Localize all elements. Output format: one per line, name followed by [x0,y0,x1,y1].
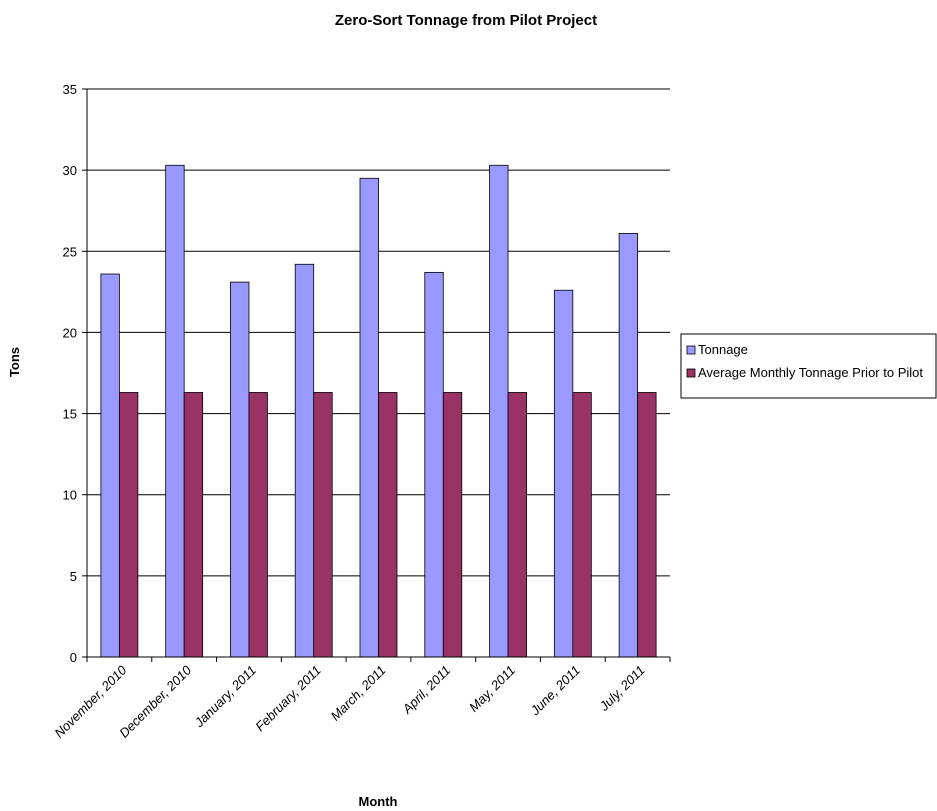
x-tick-label: January, 2011 [191,663,259,731]
y-tick-label: 5 [70,569,77,584]
y-tick-label: 15 [63,407,77,422]
bar-average-monthly-tonnage-prior-to-pilot-6 [507,392,527,658]
bar-tonnage-6 [489,164,509,658]
legend-box [680,333,937,399]
bar-tonnage-5 [424,271,444,658]
y-axis-title: Tons [7,347,22,377]
y-tick-label: 25 [63,244,77,259]
bar-average-monthly-tonnage-prior-to-pilot-8 [637,392,657,658]
bar-average-monthly-tonnage-prior-to-pilot-1 [183,392,204,658]
legend: Tonnage Average Monthly Tonnage Prior to … [680,333,937,399]
bar-average-monthly-tonnage-prior-to-pilot-0 [118,392,139,658]
x-tick-label: July, 2011 [596,663,648,715]
bar-tonnage-7 [553,289,574,658]
bar-tonnage-8 [618,233,639,658]
bar-tonnage-0 [100,273,120,658]
y-tick-label: 35 [63,82,77,97]
y-tick-label: 10 [63,488,77,503]
chart-title: Zero-Sort Tonnage from Pilot Project [335,12,597,29]
bar-tonnage-3 [294,263,315,658]
bar-average-monthly-tonnage-prior-to-pilot-7 [572,392,592,658]
x-tick-label: March, 2011 [328,663,389,724]
x-tick-label: February, 2011 [252,663,324,735]
bar-average-monthly-tonnage-prior-to-pilot-4 [378,392,398,658]
y-tick-label: 30 [63,163,77,178]
bar-tonnage-4 [359,177,379,658]
legend-swatch [686,345,696,355]
legend-label: Tonnage [698,342,748,357]
bar-tonnage-1 [165,164,185,658]
bar-average-monthly-tonnage-prior-to-pilot-3 [313,392,333,658]
bar-average-monthly-tonnage-prior-to-pilot-2 [248,392,268,658]
x-axis-title: Month [359,794,398,809]
y-tick-label: 0 [70,650,77,665]
legend-swatch [686,368,696,378]
x-tick-label: June, 2011 [527,663,583,719]
bar-tonnage-2 [230,281,250,658]
bar-average-monthly-tonnage-prior-to-pilot-5 [442,392,463,658]
legend-label: Average Monthly Tonnage Prior to Pilot [698,365,923,380]
y-tick-label: 20 [63,325,77,340]
x-tick-label: May, 2011 [466,663,518,715]
x-tick-label: April, 2011 [399,663,454,718]
bars [100,164,657,658]
